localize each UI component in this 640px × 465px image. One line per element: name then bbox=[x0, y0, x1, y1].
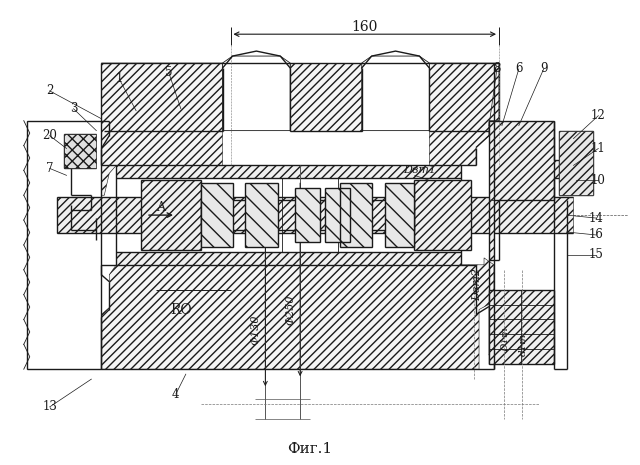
Text: d1m: d1m bbox=[519, 333, 528, 356]
Text: 10: 10 bbox=[591, 174, 606, 187]
Text: 160: 160 bbox=[351, 20, 378, 34]
Polygon shape bbox=[415, 180, 471, 250]
Polygon shape bbox=[559, 131, 593, 195]
Text: 1: 1 bbox=[115, 73, 123, 86]
Polygon shape bbox=[101, 235, 494, 369]
Polygon shape bbox=[290, 63, 362, 131]
Text: RO: RO bbox=[170, 303, 191, 317]
Text: 3: 3 bbox=[70, 102, 77, 115]
Text: 6: 6 bbox=[515, 62, 522, 75]
Polygon shape bbox=[340, 183, 372, 247]
Polygon shape bbox=[489, 200, 494, 260]
Polygon shape bbox=[223, 56, 290, 131]
Polygon shape bbox=[101, 63, 223, 195]
Text: 14: 14 bbox=[589, 212, 604, 225]
Polygon shape bbox=[141, 180, 201, 250]
Polygon shape bbox=[116, 166, 461, 178]
Polygon shape bbox=[295, 188, 320, 242]
Text: 15: 15 bbox=[589, 248, 604, 261]
Polygon shape bbox=[56, 197, 573, 233]
Polygon shape bbox=[385, 183, 415, 247]
Text: Φ250: Φ250 bbox=[285, 294, 295, 325]
Text: Фиг.1: Фиг.1 bbox=[287, 442, 333, 456]
Polygon shape bbox=[489, 121, 568, 200]
Polygon shape bbox=[325, 188, 350, 242]
Polygon shape bbox=[362, 56, 429, 131]
Text: 12: 12 bbox=[591, 109, 605, 122]
Polygon shape bbox=[429, 63, 499, 166]
Text: 2: 2 bbox=[46, 84, 53, 97]
Text: 16: 16 bbox=[589, 228, 604, 241]
Polygon shape bbox=[201, 200, 415, 230]
Polygon shape bbox=[246, 183, 278, 247]
Text: 20: 20 bbox=[42, 129, 57, 142]
Polygon shape bbox=[116, 252, 461, 265]
Text: Dвm1: Dвm1 bbox=[403, 166, 436, 175]
Text: 5: 5 bbox=[165, 66, 173, 80]
Text: Φ130: Φ130 bbox=[250, 314, 260, 345]
Text: 11: 11 bbox=[591, 142, 605, 155]
Polygon shape bbox=[201, 183, 232, 247]
Text: A: A bbox=[156, 201, 166, 213]
Text: 4: 4 bbox=[172, 387, 180, 400]
Text: 13: 13 bbox=[42, 400, 57, 413]
Text: D1m: D1m bbox=[501, 327, 510, 352]
Text: 7: 7 bbox=[46, 162, 53, 175]
Text: 9: 9 bbox=[540, 62, 547, 75]
Text: 8: 8 bbox=[493, 62, 500, 75]
Polygon shape bbox=[27, 121, 101, 369]
Polygon shape bbox=[63, 133, 97, 168]
Text: Dвm2: Dвm2 bbox=[472, 268, 482, 301]
Polygon shape bbox=[489, 290, 554, 364]
